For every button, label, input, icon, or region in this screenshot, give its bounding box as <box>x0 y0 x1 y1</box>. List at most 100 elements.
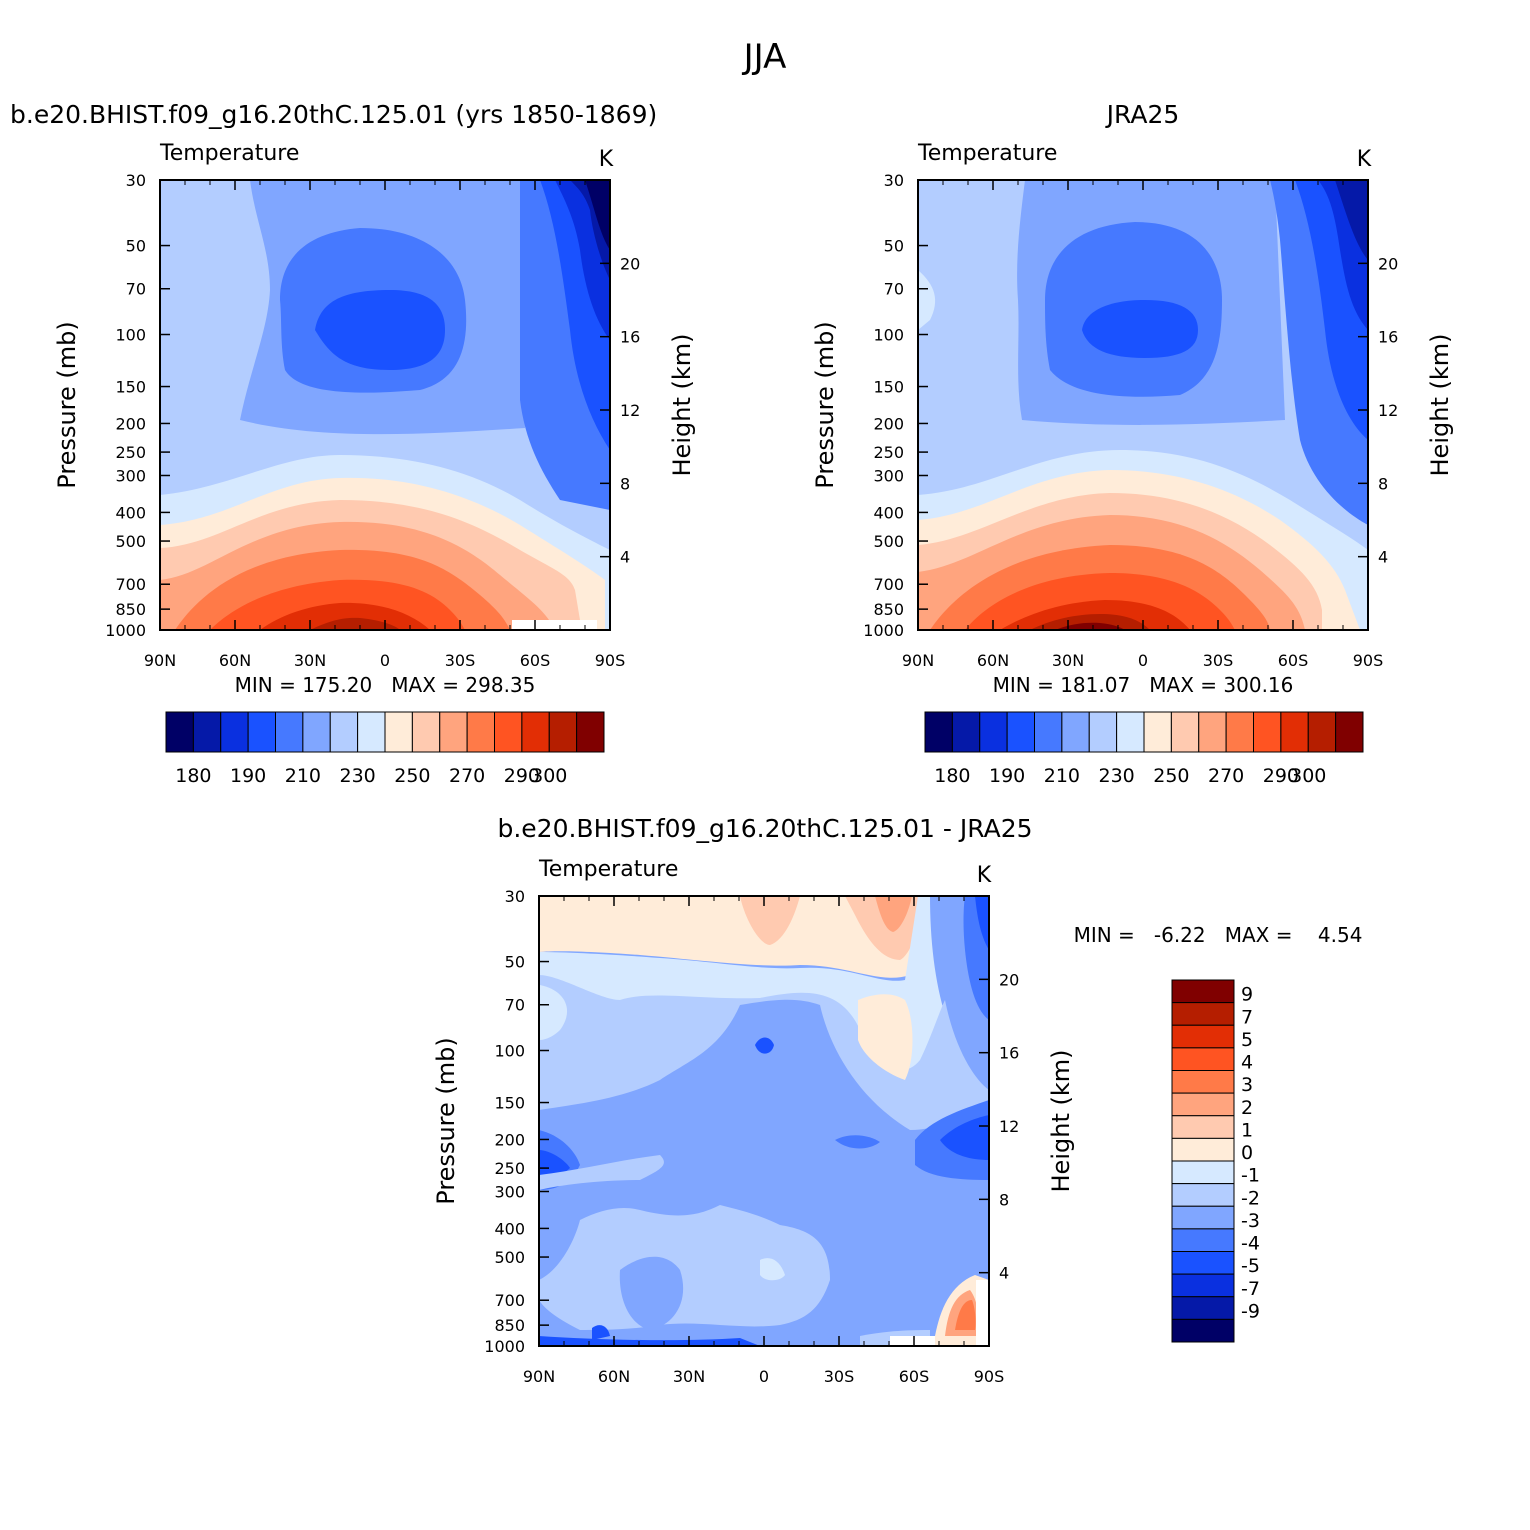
panel-model-y2tick-label: 16 <box>620 328 640 347</box>
panel-obs-y2tick-label: 4 <box>1378 548 1388 567</box>
panel-diff-colorbar-label: 3 <box>1241 1074 1253 1096</box>
panel-diff-xtick-label: 60N <box>598 1367 630 1386</box>
panel-obs-xtick-label: 60S <box>1278 651 1309 670</box>
panel-obs-xtick-label: 30N <box>1052 651 1084 670</box>
panel-diff-colorbar-label: -4 <box>1241 1233 1260 1255</box>
panel-diff-colorbar-label: 9 <box>1241 984 1253 1006</box>
panel-diff-colorbar-swatch <box>1171 1047 1235 1071</box>
panel-obs-colorbar-swatch <box>1061 711 1090 753</box>
panel-obs-colorbar-swatch <box>1335 711 1364 753</box>
panel-obs-colorbar-swatch <box>1307 711 1337 753</box>
panel-obs-ytick-label: 50 <box>884 237 904 256</box>
panel-obs-ytick-label: 1000 <box>863 621 904 640</box>
panel-model-colorbar-label: 300 <box>531 765 567 787</box>
panel-diff-colorbar-swatch <box>1171 1205 1235 1230</box>
panel-diff-ytick-label: 50 <box>505 953 525 972</box>
panel-diff-colorbar-label: -1 <box>1241 1165 1260 1187</box>
panel-obs-xtick-label: 30S <box>1203 651 1234 670</box>
panel-obs-colorbar-swatch <box>1253 711 1282 753</box>
panel-model-colorbar-swatch <box>247 711 276 753</box>
panel-diff-colorbar-swatch <box>1171 1228 1235 1252</box>
panel-obs-ytick-label: 850 <box>873 600 904 619</box>
panel-model-colorbar-label: 230 <box>339 765 375 787</box>
panel-diff-y2tick-label: 12 <box>999 1117 1019 1136</box>
panel-model-colorbar-label: 250 <box>394 765 430 787</box>
panel-model: b.e20.BHIST.f09_g16.20thC.125.01 (yrs 18… <box>10 100 696 787</box>
panel-model-ytick-label: 30 <box>126 171 146 190</box>
panel-model-xtick-label: 30S <box>445 651 476 670</box>
panel-model-ytick-label: 300 <box>115 466 146 485</box>
panel-obs-ylabel: Pressure (mb) <box>811 321 839 488</box>
panel-model-xtick-label: 60N <box>219 651 251 670</box>
panel-obs-colorbar-swatch <box>1143 711 1172 753</box>
panel-obs-ytick-label: 100 <box>873 326 904 345</box>
panel-model-ytick-label: 70 <box>126 280 146 299</box>
panel-model-units: K <box>599 147 614 172</box>
panel-diff-colorbar-swatch <box>1171 1273 1235 1298</box>
panel-model-colorbar-label: 210 <box>285 765 321 787</box>
panel-obs-xtick-label: 90N <box>902 651 934 670</box>
panel-obs-colorbar-swatch <box>951 711 981 753</box>
panel-model-colorbar-swatch <box>220 711 249 753</box>
panel-diff-colorbar-swatch <box>1171 1115 1235 1139</box>
panel-diff-colorbar-label: 1 <box>1241 1119 1253 1141</box>
panel-model-y2label: Height (km) <box>668 334 696 477</box>
panel-diff-ytick-label: 150 <box>494 1094 525 1113</box>
panel-diff-xtick-label: 90N <box>523 1367 555 1386</box>
panel-obs-title: JRA25 <box>1105 100 1180 129</box>
panel-obs-y2tick-label: 12 <box>1378 401 1398 420</box>
panel-model-xtick-label: 30N <box>294 651 326 670</box>
panel-model-colorbar-swatch <box>275 711 304 753</box>
panel-obs-colorbar-label: 250 <box>1153 765 1189 787</box>
panel-obs-y2label: Height (km) <box>1426 334 1454 477</box>
panel-obs: JRA25 Temperature K 90N 60N 30N 0 30S 60S 90S 3… <box>811 100 1454 787</box>
panel-diff-colorbar-label: 4 <box>1241 1052 1253 1074</box>
panel-diff-units: K <box>977 863 992 888</box>
panel-obs-xtick-label: 0 <box>1138 651 1148 670</box>
panel-obs-colorbar-swatch <box>1088 711 1118 753</box>
panel-diff-y2label: Height (km) <box>1047 1050 1075 1193</box>
panel-diff-colorbar-swatch <box>1171 1318 1235 1343</box>
panel-diff-colorbar-label: -9 <box>1241 1300 1260 1322</box>
panel-diff-colorbar-label: -7 <box>1241 1278 1260 1300</box>
panel-model-xtick-label: 0 <box>380 651 390 670</box>
panel-model-ytick-label: 1000 <box>105 621 146 640</box>
panel-obs-minmax: MIN = 181.07 MAX = 300.16 <box>993 673 1294 697</box>
panel-model-colorbar-swatch <box>494 711 523 753</box>
panel-model-colorbar-swatch <box>384 711 413 753</box>
panel-diff-y2tick-label: 16 <box>999 1044 1019 1063</box>
panel-obs-ytick-label: 700 <box>873 575 904 594</box>
panel-obs-colorbar-label: 290 <box>1263 765 1299 787</box>
panel-diff-xtick-label: 0 <box>759 1367 769 1386</box>
panel-obs-variable: Temperature <box>917 141 1057 166</box>
panel-model-variable: Temperature <box>159 141 299 166</box>
panel-obs-y2tick-label: 20 <box>1378 254 1398 273</box>
panel-diff-title: b.e20.BHIST.f09_g16.20thC.125.01 - JRA25 <box>497 814 1032 843</box>
panel-obs-colorbar-label: 210 <box>1044 765 1080 787</box>
panel-model-y2tick-label: 8 <box>620 474 630 493</box>
panel-model-colorbar-swatch <box>192 711 222 753</box>
panel-diff-colorbar-swatch <box>1171 1070 1235 1094</box>
figure-title: JJA <box>742 37 787 77</box>
panel-diff-y2tick-label: 4 <box>999 1264 1009 1283</box>
panel-obs-colorbar-label: 180 <box>934 765 970 787</box>
panel-obs-ytick-label: 200 <box>873 414 904 433</box>
panel-model-xtick-label: 60S <box>520 651 551 670</box>
panel-diff-colorbar-swatch <box>1171 1183 1235 1207</box>
panel-model-colorbar-label: 180 <box>175 765 211 787</box>
panel-obs-colorbar-swatch <box>924 711 953 753</box>
panel-model-colorbar-swatch <box>521 711 550 753</box>
panel-diff-xtick-label: 30N <box>673 1367 705 1386</box>
panel-model-title: b.e20.BHIST.f09_g16.20thC.125.01 (yrs 18… <box>10 100 657 129</box>
panel-diff-colorbar-label: -5 <box>1241 1255 1260 1277</box>
panel-obs-field <box>918 180 1368 630</box>
panel-model-colorbar-swatch <box>165 711 194 753</box>
panel-diff-colorbar-swatch <box>1171 1296 1235 1320</box>
panel-model-ytick-label: 400 <box>115 503 146 522</box>
panel-model-xtick-label: 90S <box>595 651 626 670</box>
panel-obs-colorbar-label: 230 <box>1098 765 1134 787</box>
panel-diff-ytick-label: 1000 <box>484 1337 525 1356</box>
panel-diff-colorbar-label: 5 <box>1241 1029 1253 1051</box>
panel-diff-colorbar-swatch <box>1171 1160 1235 1185</box>
